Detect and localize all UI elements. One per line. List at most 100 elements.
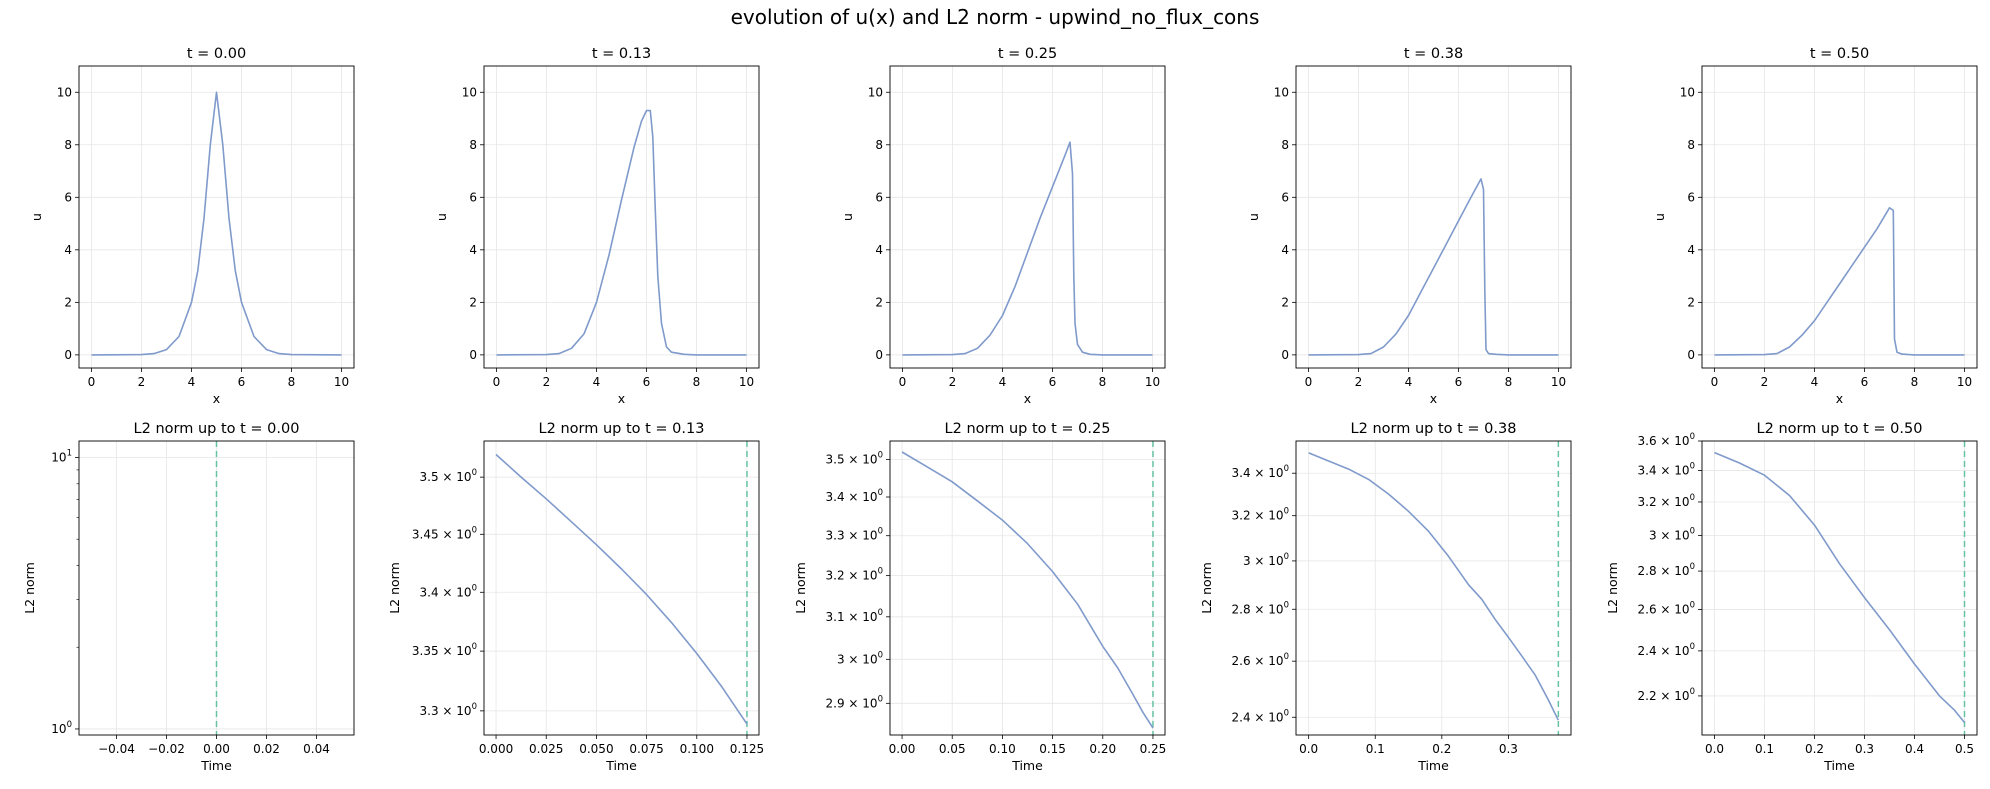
x-tick-label: −0.02 — [148, 742, 185, 756]
x-tick-label: 8 — [1911, 375, 1919, 389]
axes-frame — [1295, 65, 1572, 369]
y-tick-label: 8 — [1687, 138, 1695, 152]
y-tick-label: 2 — [1281, 295, 1289, 309]
y-tick-label: 0 — [875, 348, 883, 362]
y-axis-label: L2 norm — [1199, 562, 1214, 614]
axes-frame — [78, 65, 355, 369]
series-line — [91, 91, 342, 356]
x-tick-label: 2 — [1355, 375, 1363, 389]
y-tick-label: 3.2 × 100 — [1638, 493, 1695, 509]
y-tick-label: 10 — [868, 85, 883, 99]
x-tick-label: 10 — [739, 375, 754, 389]
x-tick-label: 8 — [288, 375, 296, 389]
subplot-title: L2 norm up to t = 0.38 — [1351, 421, 1517, 437]
subplot-6: −0.04 −0.02 0.00 0.02 0.04 100 101 L2 norm up t… — [22, 421, 355, 773]
x-axis-label: x — [1024, 391, 1031, 406]
y-tick-label: 3.4 × 100 — [1638, 462, 1695, 478]
x-axis-label: Time — [605, 758, 637, 773]
subplot-1: 0 2 4 6 8 10 0 2 4 6 8 10 t = 0.00 x u — [29, 46, 355, 406]
x-tick-label: 6 — [238, 375, 246, 389]
axes-frame — [1701, 440, 1978, 736]
series-line — [902, 141, 1153, 356]
x-tick-label: 0.1 — [1366, 742, 1385, 756]
y-tick-label: 3.3 × 100 — [420, 702, 477, 718]
y-tick-label: 6 — [875, 190, 883, 204]
axes-frame — [889, 440, 1166, 736]
x-tick-label: 0.20 — [1089, 742, 1116, 756]
x-tick-label: 4 — [1405, 375, 1413, 389]
x-tick-label: 0.02 — [253, 742, 280, 756]
subplot-2: 0 2 4 6 8 10 0 2 4 6 8 10 t = 0.13 x u — [434, 46, 760, 406]
y-tick-label: 4 — [875, 243, 883, 257]
y-tick-label: 2 — [1687, 295, 1695, 309]
x-tick-label: −0.04 — [98, 742, 135, 756]
subplot-title: L2 norm up to t = 0.25 — [945, 421, 1111, 437]
x-tick-label: 0.050 — [579, 742, 613, 756]
x-tick-label: 0.025 — [529, 742, 563, 756]
x-tick-label: 0.10 — [989, 742, 1016, 756]
y-tick-label: 3.4 × 100 — [420, 583, 477, 599]
y-tick-label: 3.2 × 100 — [1232, 507, 1289, 523]
axes-frame — [1295, 440, 1572, 736]
x-tick-label: 0.0 — [1299, 742, 1318, 756]
y-tick-label: 2 — [64, 295, 72, 309]
subplot-title: L2 norm up to t = 0.00 — [134, 421, 300, 437]
axes-frame — [889, 65, 1166, 369]
subplot-3: 0 2 4 6 8 10 0 2 4 6 8 10 t = 0.25 x u — [840, 46, 1166, 406]
x-tick-label: 0.5 — [1955, 742, 1974, 756]
x-tick-label: 0.3 — [1499, 742, 1518, 756]
y-axis-label: u — [29, 213, 44, 221]
x-tick-label: 0.0 — [1705, 742, 1724, 756]
y-axis-label: L2 norm — [387, 562, 402, 614]
x-tick-label: 0.1 — [1755, 742, 1774, 756]
y-axis-label: u — [1246, 213, 1261, 221]
subplot-title: t = 0.25 — [998, 46, 1057, 62]
subplot-5: 0 2 4 6 8 10 0 2 4 6 8 10 t = 0.50 x u — [1652, 46, 1978, 406]
y-tick-label: 2.4 × 100 — [1232, 708, 1289, 724]
y-tick-label: 3.5 × 100 — [826, 450, 883, 466]
x-tick-label: 0.15 — [1039, 742, 1066, 756]
y-tick-label: 101 — [51, 448, 72, 464]
axes-frame — [1701, 65, 1978, 369]
x-tick-label: 6 — [643, 375, 651, 389]
x-tick-label: 0.2 — [1432, 742, 1451, 756]
y-tick-label: 0 — [1687, 348, 1695, 362]
x-tick-label: 0 — [899, 375, 907, 389]
series-line — [1714, 451, 1966, 724]
subplot-title: t = 0.50 — [1810, 46, 1869, 62]
x-tick-label: 0.25 — [1140, 742, 1167, 756]
x-tick-label: 0.3 — [1855, 742, 1874, 756]
x-tick-label: 0 — [1711, 375, 1719, 389]
x-axis-label: Time — [1823, 758, 1855, 773]
x-axis-label: x — [618, 391, 625, 406]
series-line — [496, 109, 747, 356]
y-axis-label: u — [434, 213, 449, 221]
y-axis-label: L2 norm — [22, 562, 37, 614]
x-axis-label: Time — [200, 758, 232, 773]
y-tick-label: 100 — [51, 720, 72, 736]
y-tick-label: 2.8 × 100 — [1638, 562, 1695, 578]
x-tick-label: 8 — [1505, 375, 1513, 389]
x-tick-label: 0.000 — [479, 742, 513, 756]
subplot-8: 0.00 0.05 0.10 0.15 0.20 0.25 2.9 × 100 3 × 100… — [793, 421, 1166, 773]
x-tick-label: 0.04 — [303, 742, 330, 756]
y-axis-label: u — [1652, 213, 1667, 221]
series-line — [495, 453, 748, 725]
y-tick-label: 3.1 × 100 — [826, 608, 883, 624]
y-tick-label: 0 — [64, 348, 72, 362]
series-line — [1308, 178, 1559, 356]
x-axis-label: Time — [1011, 758, 1043, 773]
subplot-title: t = 0.13 — [592, 46, 651, 62]
y-tick-label: 6 — [1687, 190, 1695, 204]
y-tick-label: 3 × 100 — [1243, 552, 1289, 568]
axes-frame — [483, 440, 760, 736]
subplot-title: L2 norm up to t = 0.13 — [539, 421, 705, 437]
x-tick-label: 0.125 — [730, 742, 764, 756]
y-tick-label: 10 — [1274, 85, 1289, 99]
x-tick-label: 0.2 — [1805, 742, 1824, 756]
x-axis-label: x — [1430, 391, 1437, 406]
y-tick-label: 3.5 × 100 — [420, 468, 477, 484]
axes-frame — [483, 65, 760, 369]
y-tick-label: 4 — [64, 243, 72, 257]
subplot-9: 0.0 0.1 0.2 0.3 2.4 × 100 2.6 × 100 2.8 × 100 3… — [1199, 421, 1572, 773]
